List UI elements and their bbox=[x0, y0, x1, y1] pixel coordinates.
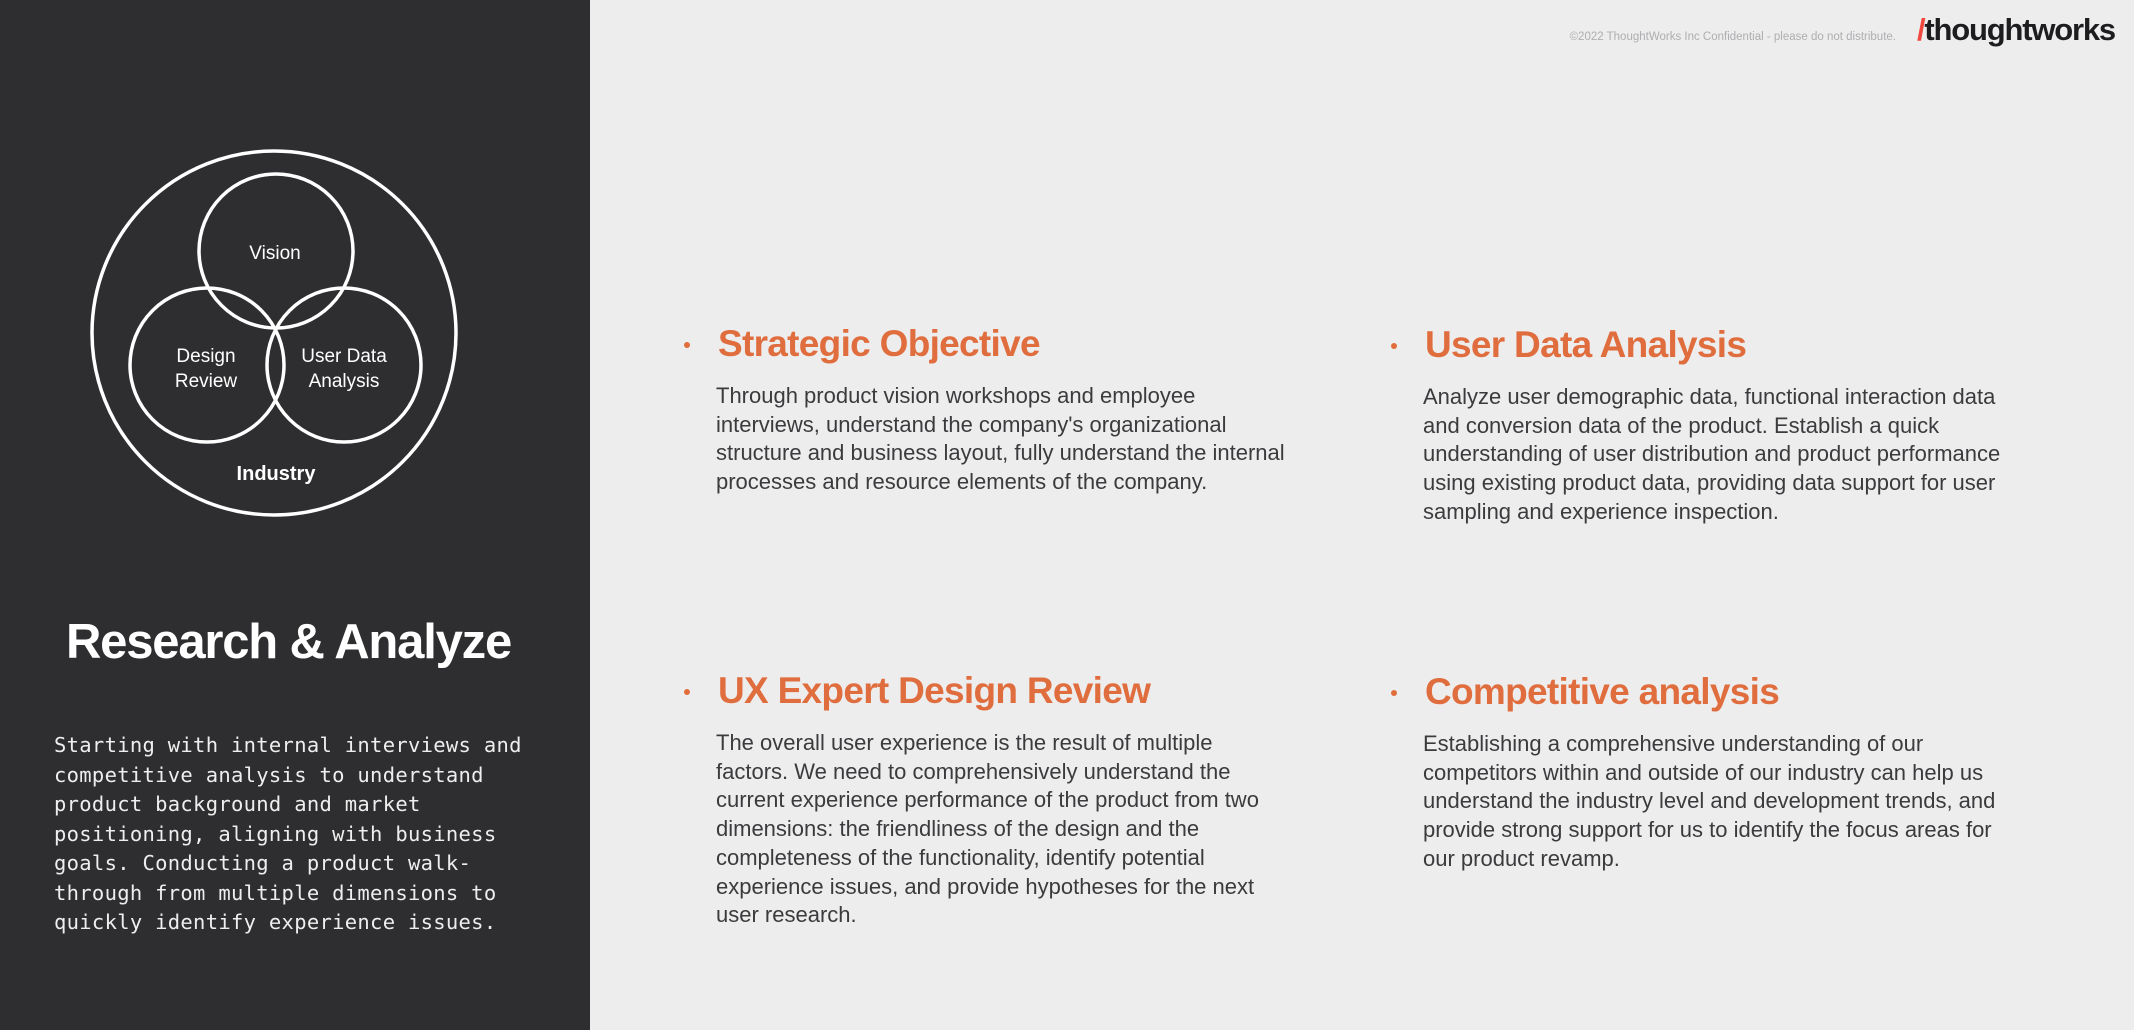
copyright-text: ©2022 ThoughtWorks Inc Confidential - pl… bbox=[1569, 31, 1896, 43]
thoughtworks-logo: /thoughtworks bbox=[1917, 12, 2116, 48]
page-title: Research & Analyze bbox=[66, 615, 512, 669]
design-review-circle bbox=[128, 286, 286, 444]
section-user-data-analysis: User Data Analysis Analyze user demograp… bbox=[1391, 321, 2000, 527]
left-panel: Vision Design Review User Data Analysis … bbox=[0, 0, 590, 1030]
user-data-label-1: User Data bbox=[301, 346, 387, 367]
section-body: The overall user experience is the resul… bbox=[716, 730, 1259, 928]
page-description: Starting with internal interviews and co… bbox=[54, 733, 522, 934]
venn-diagram: Vision Design Review User Data Analysis … bbox=[88, 145, 468, 525]
section-body: Through product vision workshops and emp… bbox=[716, 383, 1285, 495]
section-body: Establishing a comprehensive understandi… bbox=[1423, 731, 1996, 871]
user-data-label-2: Analysis bbox=[309, 371, 380, 392]
logo-slash: / bbox=[1917, 12, 1926, 47]
section-competitive-analysis: Competitive analysis Establishing a comp… bbox=[1391, 668, 1995, 874]
logo-text: thoughtworks bbox=[1924, 12, 2116, 47]
user-data-circle bbox=[265, 286, 423, 444]
section-title: Strategic Objective bbox=[718, 323, 1041, 364]
vision-label: Vision bbox=[249, 243, 300, 264]
section-title: User Data Analysis bbox=[1425, 324, 1747, 365]
bullet-icon bbox=[1391, 690, 1397, 696]
bullet-icon bbox=[684, 342, 690, 348]
section-strategic-objective: Strategic Objective Through product visi… bbox=[684, 320, 1285, 497]
design-review-label-2: Review bbox=[175, 371, 238, 392]
section-ux-expert-design-review: UX Expert Design Review The overall user… bbox=[684, 667, 1284, 930]
industry-circle bbox=[90, 149, 458, 517]
section-body: Analyze user demographic data, functiona… bbox=[1423, 384, 2001, 524]
bullet-icon bbox=[684, 689, 690, 695]
design-review-label-1: Design bbox=[176, 346, 235, 367]
industry-label: Industry bbox=[237, 463, 317, 485]
section-title: UX Expert Design Review bbox=[718, 670, 1151, 711]
section-title: Competitive analysis bbox=[1425, 671, 1780, 712]
bullet-icon bbox=[1391, 343, 1397, 349]
